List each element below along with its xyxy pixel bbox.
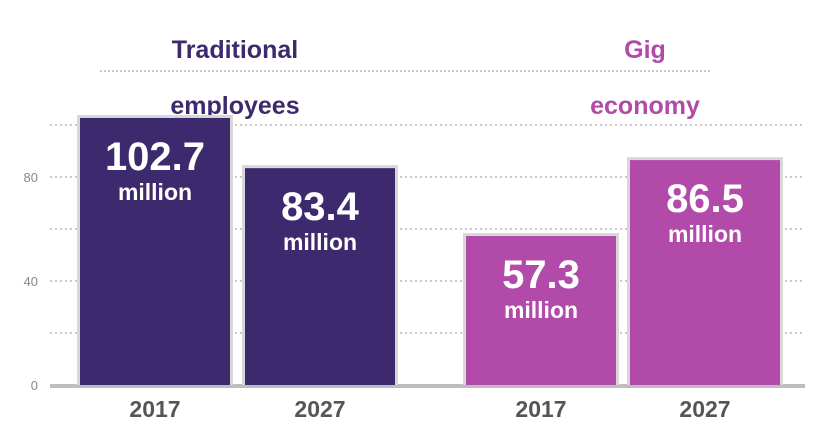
bar-value-label: 83.4: [281, 185, 360, 229]
group-title-traditional-line1: Traditional: [171, 36, 299, 64]
bar-traditional-2017: [80, 117, 230, 385]
y-tick-label: 0: [31, 378, 38, 393]
bar-value-label: 86.5: [666, 177, 744, 221]
x-tick-label: 2027: [679, 396, 730, 421]
group-title-traditional: Traditional employees: [130, 8, 340, 148]
bar-gig-2017: [466, 236, 616, 385]
bar-unit-label: million: [118, 179, 192, 205]
group-title-gig: Gig economy: [540, 8, 750, 148]
bar-gig-2027: [630, 160, 780, 385]
labels-layer: 102.7million201783.4million202757.3milli…: [105, 135, 744, 421]
group-title-gig-line1: Gig: [624, 36, 666, 64]
bars-layer: [77, 114, 783, 385]
x-tick-label: 2027: [294, 396, 345, 421]
y-tick-label: 40: [24, 274, 38, 289]
x-tick-label: 2017: [129, 396, 180, 421]
y-axis-ticks: 0 40 80: [24, 170, 38, 393]
bar-unit-label: million: [504, 297, 578, 323]
title-divider: [100, 70, 710, 72]
bar-unit-label: million: [668, 221, 742, 247]
group-title-gig-line2: economy: [590, 92, 700, 120]
bar-traditional-2027: [245, 168, 395, 385]
bar-value-label: 102.7: [105, 135, 205, 179]
bar-value-label: 57.3: [502, 253, 580, 297]
y-tick-label: 80: [24, 170, 38, 185]
bar-unit-label: million: [283, 229, 357, 255]
x-tick-label: 2017: [515, 396, 566, 421]
